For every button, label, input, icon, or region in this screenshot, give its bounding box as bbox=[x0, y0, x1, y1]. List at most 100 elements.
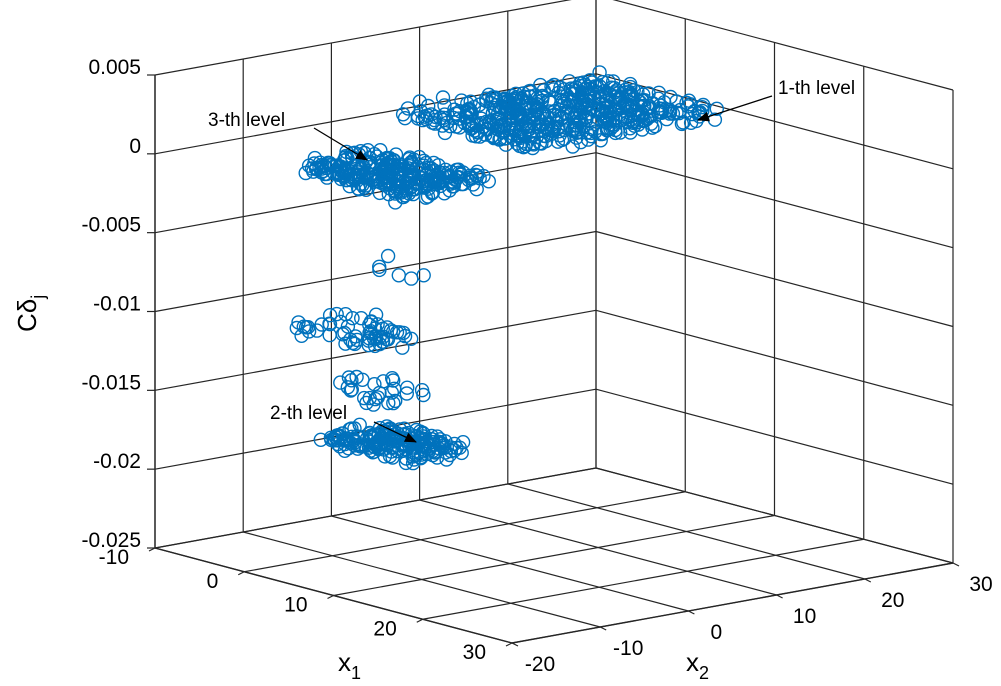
data-point bbox=[468, 167, 483, 183]
data-point bbox=[569, 130, 584, 145]
grid-line bbox=[422, 538, 864, 620]
data-point bbox=[362, 390, 377, 406]
data-point bbox=[371, 426, 386, 441]
data-point bbox=[391, 268, 406, 283]
data-point bbox=[565, 92, 580, 107]
z-tick-label: 0.005 bbox=[88, 56, 141, 79]
data-point bbox=[557, 131, 572, 146]
data-point bbox=[385, 450, 400, 465]
data-point bbox=[462, 101, 477, 117]
data-point bbox=[329, 158, 344, 173]
data-point bbox=[609, 83, 624, 98]
x1-tick-label: -10 bbox=[99, 546, 129, 569]
annotation-label: 1-th level bbox=[778, 78, 855, 99]
data-point bbox=[481, 174, 496, 189]
data-point bbox=[651, 91, 666, 106]
data-point bbox=[358, 178, 374, 193]
annotations: 1-th level 3-th level 2-th level bbox=[208, 78, 855, 443]
data-point bbox=[600, 121, 616, 136]
z-tick-label: -0.01 bbox=[93, 293, 141, 316]
data-point bbox=[659, 111, 674, 127]
data-point bbox=[626, 83, 641, 98]
data-point bbox=[309, 323, 325, 338]
data-point bbox=[567, 114, 583, 130]
data-point bbox=[463, 94, 478, 109]
data-point bbox=[414, 163, 429, 178]
x1-axis-label: x1 bbox=[338, 647, 361, 683]
data-point bbox=[503, 111, 518, 126]
data-point bbox=[580, 132, 596, 147]
data-point bbox=[497, 123, 512, 138]
data-point bbox=[642, 109, 657, 124]
grid-line bbox=[154, 0, 572, 76]
data-point bbox=[352, 167, 367, 183]
data-point bbox=[592, 90, 608, 105]
data-point bbox=[375, 334, 390, 350]
data-point bbox=[421, 160, 436, 176]
z-axis-label: Cδj bbox=[12, 295, 48, 332]
grid-line bbox=[154, 309, 597, 391]
data-point bbox=[404, 331, 419, 346]
data-point bbox=[393, 161, 408, 177]
tick-labels: -10 0 10 20 30 -20 -10 0 10 20 30 0.005 0 -0.005 -0.01… bbox=[81, 56, 992, 676]
annotation-arrow bbox=[373, 421, 417, 443]
data-point bbox=[644, 116, 659, 131]
data-point bbox=[322, 327, 337, 343]
data-point bbox=[387, 433, 403, 448]
data-point bbox=[437, 125, 453, 141]
data-point bbox=[368, 307, 384, 322]
x1-tick-label: 30 bbox=[463, 641, 486, 664]
data-point bbox=[337, 325, 352, 341]
data-point bbox=[582, 73, 598, 88]
x1-tick-mark bbox=[237, 571, 245, 576]
x2-tick-label: 0 bbox=[711, 621, 723, 644]
annotation-arrow bbox=[697, 95, 773, 122]
data-point bbox=[416, 173, 432, 189]
annotation-label: 3-th level bbox=[208, 110, 285, 131]
data-point bbox=[388, 393, 403, 409]
data-point bbox=[397, 110, 413, 126]
data-point bbox=[709, 101, 724, 117]
x2-tick-mark bbox=[952, 562, 960, 567]
data-point bbox=[526, 97, 541, 112]
data-point bbox=[382, 448, 398, 464]
data-point bbox=[343, 383, 358, 398]
data-point bbox=[338, 336, 353, 351]
data-point bbox=[557, 96, 572, 112]
x2-tick-mark bbox=[599, 626, 607, 631]
data-point bbox=[344, 373, 359, 388]
data-point bbox=[322, 316, 337, 331]
data-point bbox=[544, 121, 559, 136]
data-point bbox=[472, 171, 487, 186]
data-point bbox=[386, 395, 401, 411]
data-point bbox=[416, 387, 431, 403]
data-point bbox=[504, 122, 519, 138]
data-point bbox=[370, 317, 385, 332]
data-point bbox=[484, 117, 499, 132]
data-point bbox=[486, 130, 502, 146]
data-point bbox=[576, 118, 591, 134]
x1-tick-mark bbox=[416, 618, 424, 623]
x1-axis-label-sub: 1 bbox=[351, 663, 361, 683]
data-point bbox=[577, 111, 592, 126]
data-point bbox=[348, 329, 363, 344]
data-point bbox=[424, 185, 440, 200]
data-point bbox=[345, 431, 361, 447]
data-point bbox=[567, 121, 582, 136]
data-point bbox=[358, 438, 373, 453]
grid-line bbox=[154, 152, 597, 234]
data-point bbox=[452, 103, 467, 119]
data-point bbox=[333, 375, 348, 390]
data-point bbox=[425, 443, 441, 459]
data-point bbox=[550, 134, 566, 149]
data-point bbox=[427, 116, 443, 131]
x2-axis-label: x2 bbox=[686, 647, 709, 683]
x1-tick-mark bbox=[327, 594, 334, 600]
data-point bbox=[524, 123, 539, 139]
x2-tick-mark bbox=[776, 594, 783, 599]
data-point bbox=[379, 437, 394, 453]
x1-tick-label: 10 bbox=[284, 594, 307, 617]
data-point bbox=[562, 74, 577, 89]
data-point bbox=[404, 271, 419, 286]
